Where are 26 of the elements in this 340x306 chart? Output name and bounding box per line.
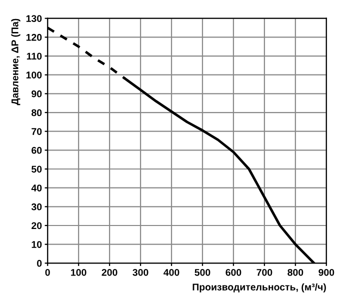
x-tick-label: 300 xyxy=(132,268,148,276)
x-tick-label: 700 xyxy=(256,268,272,276)
x-tick-label: 500 xyxy=(194,268,210,276)
y-tick-label: 120 xyxy=(26,34,42,41)
y-tick-label: 100 xyxy=(26,72,42,78)
y-tick-label: 60 xyxy=(32,146,42,154)
y-tick-label: 10 xyxy=(32,241,42,248)
x-tick-label: 400 xyxy=(164,268,180,276)
x-tick-label: 200 xyxy=(102,268,118,276)
x-tick-label: 900 xyxy=(318,268,334,276)
y-tick-label: 110 xyxy=(26,52,42,60)
x-axis-title: Производительность, (м³/ч) xyxy=(192,283,326,292)
x-tick-label: 100 xyxy=(71,268,86,276)
y-tick-label: 130 xyxy=(26,15,42,22)
y-tick-label: 0 xyxy=(37,260,42,267)
x-tick-label: 0 xyxy=(45,268,50,276)
y-tick-label: 90 xyxy=(32,90,42,98)
y-tick-label: 70 xyxy=(32,128,42,135)
y-tick-label: 20 xyxy=(32,222,42,230)
y-tick-label: 30 xyxy=(31,203,42,210)
y-tick-label: 50 xyxy=(32,166,42,173)
x-tick-label: 600 xyxy=(226,268,242,276)
x-tick-label: 800 xyxy=(288,268,304,276)
y-tick-label: 80 xyxy=(32,109,42,116)
y-tick-label: 40 xyxy=(31,184,42,192)
y-axis-title: Давление, ΔP (Па) xyxy=(11,18,20,106)
